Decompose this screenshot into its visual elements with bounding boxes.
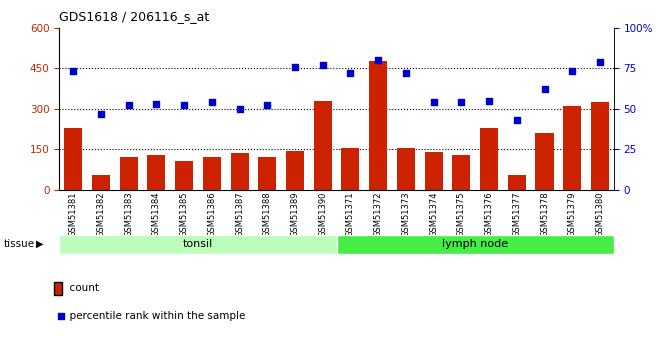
- Bar: [119, 157, 138, 190]
- Bar: [341, 148, 360, 190]
- Point: [234, 106, 245, 111]
- Bar: [92, 175, 110, 190]
- Text: percentile rank within the sample: percentile rank within the sample: [63, 311, 245, 321]
- Bar: [203, 157, 221, 190]
- Text: ▶: ▶: [36, 239, 43, 249]
- Text: tissue: tissue: [3, 239, 34, 249]
- Bar: [314, 101, 332, 190]
- Point: [484, 98, 494, 104]
- Bar: [337, 235, 614, 254]
- Text: lymph node: lymph node: [442, 239, 508, 249]
- Point: [290, 64, 300, 69]
- Text: tonsil: tonsil: [183, 239, 213, 249]
- Bar: [452, 155, 471, 190]
- Point: [567, 69, 578, 74]
- Point: [428, 99, 439, 105]
- Bar: [175, 161, 193, 190]
- Bar: [369, 61, 387, 190]
- Bar: [424, 152, 443, 190]
- Bar: [397, 148, 415, 190]
- Text: count: count: [63, 283, 99, 293]
- Bar: [480, 128, 498, 190]
- Point: [539, 87, 550, 92]
- Text: GDS1618 / 206116_s_at: GDS1618 / 206116_s_at: [59, 10, 210, 23]
- Bar: [286, 150, 304, 190]
- Point: [595, 59, 605, 65]
- Bar: [535, 133, 554, 190]
- Point: [68, 69, 79, 74]
- Bar: [591, 102, 609, 190]
- Point: [401, 70, 411, 76]
- Point: [207, 99, 217, 105]
- Point: [512, 117, 522, 123]
- Point: [151, 101, 162, 107]
- Bar: [258, 157, 277, 190]
- Point: [262, 103, 273, 108]
- Point: [317, 62, 328, 68]
- Bar: [563, 106, 581, 190]
- Bar: [59, 235, 337, 254]
- Point: [373, 57, 383, 63]
- Point: [123, 103, 134, 108]
- Point: [55, 313, 66, 318]
- Point: [456, 99, 467, 105]
- Bar: [64, 128, 82, 190]
- Bar: [147, 155, 166, 190]
- Bar: [508, 175, 526, 190]
- Point: [96, 111, 106, 116]
- Point: [179, 103, 189, 108]
- Bar: [230, 153, 249, 190]
- Point: [345, 70, 356, 76]
